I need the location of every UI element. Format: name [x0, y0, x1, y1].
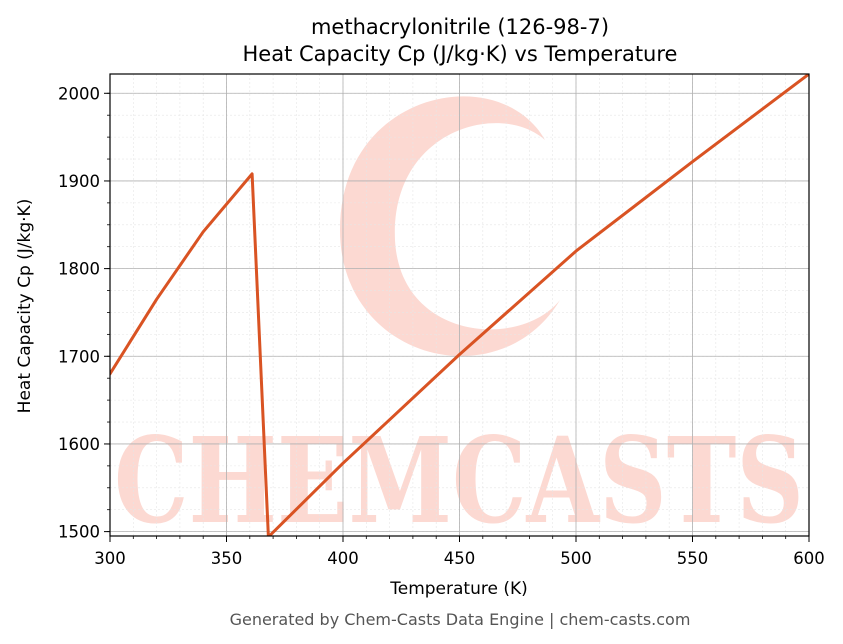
y-tick-labels: 1500 1600 1700 1800 1900 2000 [58, 84, 100, 541]
x-tick-label: 450 [444, 549, 476, 568]
footer-credit: Generated by Chem-Casts Data Engine | ch… [230, 610, 691, 629]
x-tick-label: 500 [560, 549, 592, 568]
axis-ticks [104, 92, 810, 542]
x-tick-label: 600 [793, 549, 825, 568]
y-tick-label: 1700 [58, 347, 100, 366]
y-tick-label: 2000 [58, 84, 100, 103]
chart-title-line1: methacrylonitrile (126-98-7) [311, 15, 609, 39]
watermark-text: CHEMCASTS [114, 411, 804, 550]
x-tick-label: 350 [211, 549, 243, 568]
series-layer [110, 74, 809, 536]
watermark: CHEMCASTS [114, 96, 804, 550]
watermark-logo-arc [340, 96, 560, 357]
x-tick-label: 550 [677, 549, 709, 568]
y-tick-label: 1800 [58, 260, 100, 279]
x-axis-label: Temperature (K) [389, 579, 528, 599]
y-tick-label: 1500 [58, 523, 100, 542]
chart-title-line2: Heat Capacity Cp (J/kg·K) vs Temperature [243, 42, 678, 66]
x-tick-label: 400 [327, 549, 359, 568]
series-line [110, 74, 809, 536]
x-tick-label: 300 [94, 549, 126, 568]
x-tick-labels: 300 350 400 450 500 550 600 [94, 549, 825, 568]
y-axis-label: Heat Capacity Cp (J/kg·K) [15, 199, 35, 414]
y-tick-label: 1600 [58, 435, 100, 454]
y-tick-label: 1900 [58, 172, 100, 191]
